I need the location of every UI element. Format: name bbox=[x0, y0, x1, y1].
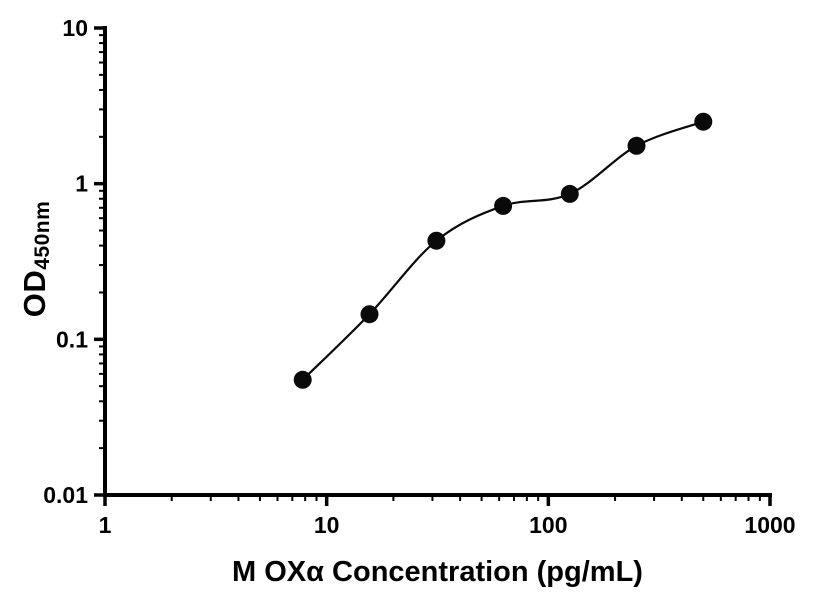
y-tick-label: 0.01 bbox=[43, 482, 88, 508]
y-axis-label-main: OD bbox=[17, 269, 52, 318]
y-tick-label: 1 bbox=[75, 171, 88, 197]
data-point bbox=[627, 136, 646, 155]
fit-curve bbox=[301, 120, 704, 381]
y-tick-label: 10 bbox=[62, 15, 88, 41]
x-axis-label: M OXα Concentration (pg/mL) bbox=[232, 556, 643, 588]
y-tick-label: 0.1 bbox=[56, 326, 88, 352]
x-tick-label: 10 bbox=[314, 512, 340, 538]
x-tick-label: 1 bbox=[99, 512, 112, 538]
axes bbox=[103, 26, 772, 497]
data-point bbox=[494, 196, 513, 215]
y-axis-label: OD450nm bbox=[14, 109, 56, 409]
data-point bbox=[293, 370, 312, 389]
x-tick-label: 100 bbox=[529, 512, 567, 538]
data-point bbox=[694, 112, 713, 131]
data-point bbox=[427, 231, 446, 250]
x-tick-label: 1000 bbox=[744, 512, 795, 538]
y-axis-label-subscript: 450nm bbox=[31, 200, 54, 270]
data-point bbox=[560, 184, 579, 203]
data-point bbox=[360, 305, 379, 324]
